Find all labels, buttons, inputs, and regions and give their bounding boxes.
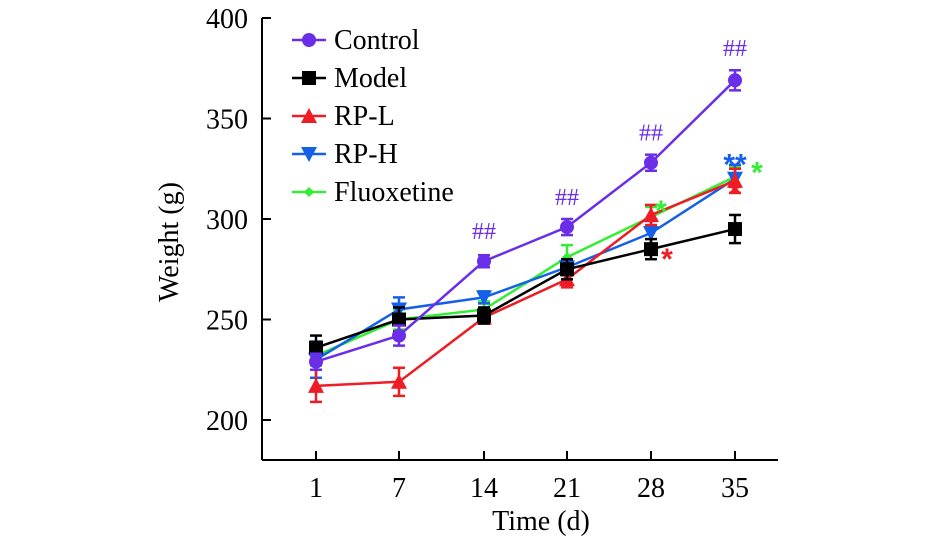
data-point (644, 155, 658, 170)
legend-marker (302, 71, 316, 85)
data-point (392, 312, 406, 327)
data-point (477, 254, 491, 269)
data-point (308, 377, 324, 393)
x-tick-label: 1 (309, 473, 323, 504)
y-axis-title: Weight (g) (154, 182, 185, 302)
significance-marker: ## (472, 219, 496, 245)
series-rp-l (308, 167, 743, 404)
annotation-layer: ########** **** (472, 36, 763, 276)
x-tick-label: 21 (553, 473, 581, 504)
series-control (309, 69, 742, 371)
data-point (643, 206, 659, 222)
legend-item: Fluoxetine (292, 177, 454, 208)
y-tick-label: 200 (206, 406, 248, 437)
series-layer (308, 69, 743, 404)
data-point (728, 222, 742, 237)
series-line (315, 177, 736, 361)
x-tick-label: 28 (637, 473, 665, 504)
data-point (392, 328, 406, 343)
legend-marker (301, 108, 317, 123)
x-tick-label: 35 (721, 473, 749, 504)
legend-label: Control (334, 25, 420, 56)
x-tick-label: 7 (392, 473, 406, 504)
significance-marker: * (655, 195, 667, 228)
data-point (391, 373, 407, 389)
data-point (476, 290, 492, 306)
legend-marker (304, 187, 314, 197)
data-point (727, 172, 743, 188)
significance-marker: ## (555, 185, 579, 211)
legend-label: RP-H (334, 139, 398, 170)
series-line (315, 79, 736, 363)
legend-item: Control (292, 25, 420, 56)
legend-label: Model (334, 63, 407, 94)
legend-marker (301, 147, 317, 162)
significance-marker: ** (723, 149, 747, 182)
legend-item: RP-H (292, 139, 398, 170)
series-line (315, 179, 736, 388)
legend-label: Fluoxetine (334, 177, 454, 208)
data-point (728, 73, 742, 88)
legend-marker (302, 33, 316, 47)
legend-item: Model (292, 63, 407, 94)
y-tick-label: 350 (206, 105, 248, 136)
x-tick-label: 14 (470, 473, 498, 504)
y-tick-label: 300 (206, 205, 248, 236)
data-point (309, 340, 323, 355)
data-point (477, 308, 491, 323)
data-point (309, 354, 323, 369)
series-model (309, 213, 742, 361)
significance-marker: ## (639, 121, 663, 147)
axes: 200 250 300 350 400 1 7 14 21 28 35 (206, 4, 778, 504)
data-point (643, 226, 659, 242)
data-point (560, 262, 574, 277)
x-axis-title: Time (d) (492, 506, 590, 537)
y-tick-label: 250 (206, 306, 248, 337)
significance-marker: * (729, 177, 741, 210)
legend: Control Model RP-L RP-H Fluoxetine (292, 25, 454, 208)
significance-marker: * (661, 243, 673, 276)
data-point (644, 242, 658, 257)
legend-label: RP-L (334, 101, 395, 132)
data-point (560, 220, 574, 235)
series-line (315, 227, 736, 349)
significance-marker: * (751, 157, 763, 190)
y-tick-label: 400 (206, 4, 248, 35)
legend-item: RP-L (292, 101, 395, 132)
significance-marker: ## (723, 36, 747, 62)
